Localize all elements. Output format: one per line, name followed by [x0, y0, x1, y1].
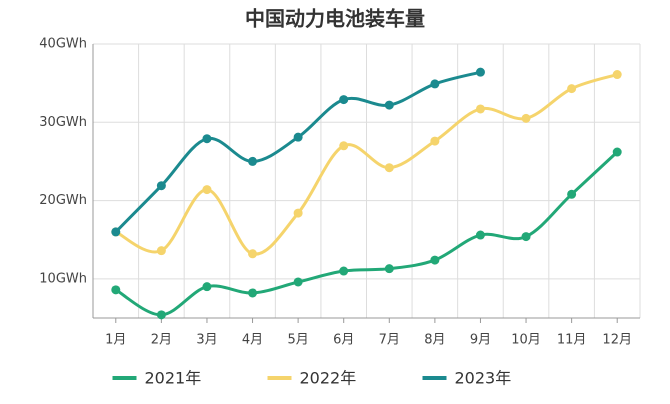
- point: [293, 208, 303, 218]
- point: [202, 282, 212, 292]
- point: [384, 163, 394, 173]
- point: [156, 246, 166, 256]
- point: [384, 100, 394, 110]
- point: [567, 84, 577, 94]
- point: [521, 232, 531, 242]
- y-tick-label: 40GWh: [39, 37, 87, 52]
- x-tick-label: 3月: [196, 333, 217, 348]
- point: [339, 141, 349, 151]
- point: [612, 70, 622, 80]
- point: [202, 134, 212, 144]
- point: [156, 181, 166, 191]
- legend-label: 2022年: [300, 369, 357, 388]
- x-tick-label: 5月: [287, 333, 308, 348]
- point: [339, 266, 349, 276]
- point: [156, 310, 166, 320]
- point: [248, 249, 258, 259]
- point: [521, 113, 531, 123]
- point: [612, 147, 622, 157]
- point: [248, 156, 258, 166]
- x-tick-label: 12月: [602, 333, 632, 348]
- point: [293, 277, 303, 287]
- point: [111, 285, 121, 295]
- point: [475, 104, 485, 114]
- legend-label: 2023年: [455, 369, 512, 388]
- point: [430, 136, 440, 146]
- x-tick-label: 8月: [424, 333, 445, 348]
- y-tick-label: 30GWh: [39, 115, 87, 130]
- series-line: [114, 70, 481, 233]
- chart-title: 中国动力电池装车量: [245, 7, 425, 31]
- point: [111, 227, 121, 237]
- point: [384, 264, 394, 274]
- y-tick-label: 10GWh: [39, 271, 87, 286]
- point: [293, 132, 303, 142]
- x-tick-label: 1月: [105, 333, 126, 348]
- x-tick-label: 6月: [333, 333, 354, 348]
- point: [430, 255, 440, 265]
- point: [248, 288, 258, 298]
- x-tick-label: 11月: [557, 333, 587, 348]
- x-tick-label: 7月: [379, 333, 400, 348]
- legend-label: 2021年: [145, 369, 202, 388]
- x-tick-label: 4月: [242, 333, 263, 348]
- point: [567, 189, 577, 199]
- point: [475, 67, 485, 77]
- x-tick-label: 9月: [470, 333, 491, 348]
- point: [339, 95, 349, 105]
- x-tick-label: 2月: [151, 333, 172, 348]
- x-tick-label: 10月: [511, 333, 541, 348]
- point: [475, 230, 485, 240]
- point: [202, 185, 212, 195]
- point: [430, 79, 440, 89]
- y-tick-label: 20GWh: [39, 193, 87, 208]
